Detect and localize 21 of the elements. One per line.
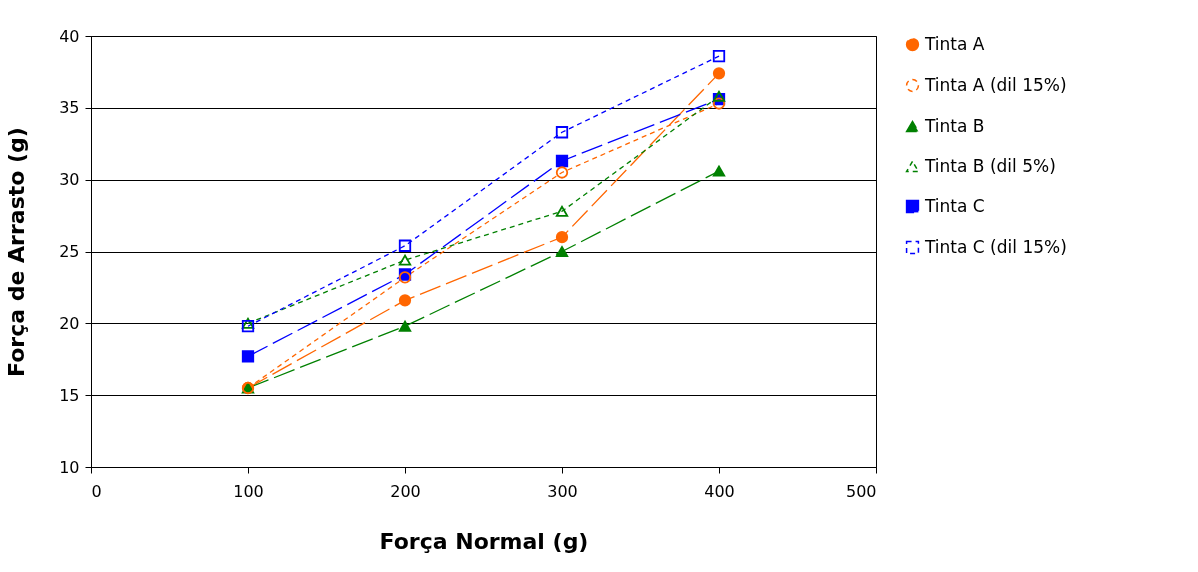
legend-label: Tinta B bbox=[924, 115, 985, 136]
x-tick-label: 200 bbox=[390, 481, 421, 501]
x-tick-label: 400 bbox=[704, 481, 735, 501]
x-tick-label: 0 bbox=[91, 481, 102, 501]
legend-label: Tinta C bbox=[924, 195, 985, 216]
x-tick-label: 100 bbox=[233, 481, 264, 501]
y-tick-label: 15 bbox=[59, 385, 80, 405]
x-axis-title: Força Normal (g) bbox=[379, 528, 589, 554]
y-axis-title: Força de Arrasto (g) bbox=[4, 127, 30, 377]
y-tick-label: 20 bbox=[59, 313, 80, 333]
y-tick-label: 35 bbox=[59, 98, 80, 118]
y-tick-label: 40 bbox=[59, 26, 80, 46]
y-tick-label: 30 bbox=[59, 170, 80, 190]
legend-label: Tinta A bbox=[924, 33, 985, 54]
legend-label: Tinta C (dil 15%) bbox=[924, 236, 1067, 257]
x-tick-label: 500 bbox=[845, 481, 877, 501]
x-tick-label: 300 bbox=[547, 481, 578, 501]
y-tick-label: 25 bbox=[59, 242, 80, 261]
legend-label: Tinta A (dil 15%) bbox=[924, 74, 1067, 95]
legend-label: Tinta B (dil 5%) bbox=[924, 155, 1056, 176]
y-tick-label: 10 bbox=[59, 457, 80, 477]
